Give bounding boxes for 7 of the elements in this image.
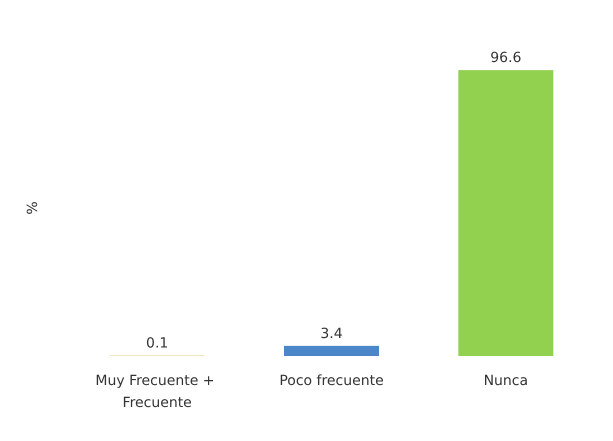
data-label: 0.1 xyxy=(146,336,168,352)
y-axis-title: % xyxy=(25,201,41,215)
x-tick-label: Nunca xyxy=(484,373,528,389)
x-tick-label: Muy Frecuente + Frecuente xyxy=(95,373,219,411)
x-tick-label: Poco frecuente xyxy=(279,373,384,389)
data-label: 3.4 xyxy=(320,326,343,342)
data-label: 96.6 xyxy=(490,50,522,66)
